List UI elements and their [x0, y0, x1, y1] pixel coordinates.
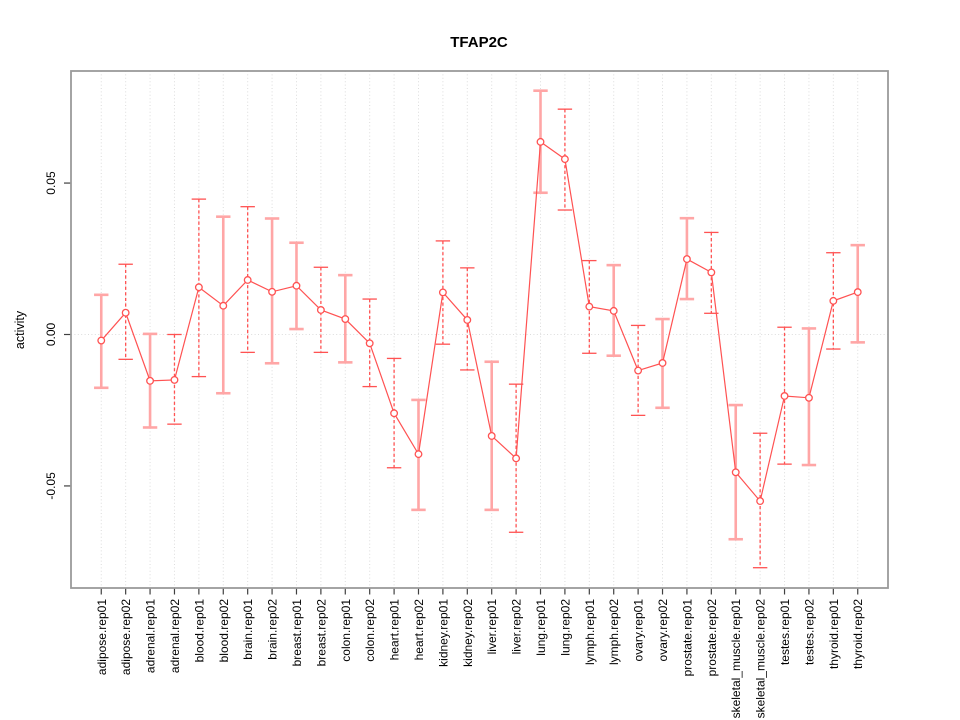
data-point: [853, 288, 862, 297]
x-tick-label: brain.rep01: [241, 599, 255, 660]
data-point: [341, 315, 350, 324]
y-axis-title: activity: [13, 310, 27, 349]
x-tick-label: thyroid.rep01: [827, 599, 841, 669]
x-tick-label: prostate.rep02: [705, 599, 719, 677]
x-tick-label: heart.rep01: [388, 599, 402, 661]
x-tick-label: kidney.rep02: [461, 599, 475, 667]
x-tick-label: blood.rep02: [217, 599, 231, 663]
data-point: [707, 268, 716, 277]
data-point: [682, 255, 691, 264]
x-tick-label: prostate.rep01: [680, 599, 694, 677]
data-point: [292, 281, 301, 290]
x-tick-label: lung.rep02: [558, 599, 572, 656]
chart-title: TFAP2C: [450, 34, 508, 51]
data-point: [731, 468, 740, 477]
series-line: [100, 140, 858, 503]
x-tick-label: ovary.rep02: [656, 599, 670, 662]
data-point: [97, 336, 106, 345]
data-point: [268, 287, 277, 296]
x-tick-label: lymph.rep02: [607, 599, 621, 665]
plot-border: [70, 70, 889, 589]
data-point: [756, 497, 765, 506]
chart-layer: -0.05 0.00 0.05 adipose.rep01 adipose.rep02 a…: [44, 71, 888, 718]
x-tick-label: breast.rep01: [290, 599, 304, 667]
data-point: [634, 366, 643, 375]
data-point: [219, 301, 228, 310]
x-tick-label: colon.rep02: [363, 599, 377, 662]
x-tick-label: testes.rep01: [778, 599, 792, 665]
x-tick-label: lymph.rep01: [583, 599, 597, 665]
data-point: [536, 137, 545, 146]
x-tick-label: colon.rep01: [339, 599, 353, 662]
x-tick-label: ovary.rep01: [632, 599, 646, 662]
data-point: [316, 306, 325, 314]
data-point: [829, 296, 838, 305]
x-tick-label: liver.rep01: [485, 599, 499, 655]
x-tick-label: blood.rep01: [192, 599, 206, 663]
data-point: [414, 450, 423, 459]
data-point: [609, 306, 618, 315]
data-point: [658, 359, 667, 367]
data-point: [487, 432, 496, 440]
data-point: [243, 276, 252, 284]
data-point: [512, 454, 521, 463]
x-tick-label: adrenal.rep02: [168, 599, 182, 673]
x-tick-label: adrenal.rep01: [144, 599, 158, 673]
x-tick-label: skeletal_muscle.rep02: [754, 599, 768, 719]
y-tick-label: 0.00: [44, 322, 58, 346]
data-point: [170, 375, 179, 384]
data-point: [585, 302, 594, 311]
data-point: [438, 288, 447, 297]
data-point: [390, 409, 399, 418]
data-point: [463, 316, 472, 324]
data-point: [121, 308, 130, 317]
x-tick-label: brain.rep02: [266, 599, 280, 660]
data-point: [560, 155, 569, 164]
data-point: [365, 339, 374, 348]
x-tick-label: testes.rep02: [802, 599, 816, 665]
x-tick-label: thyroid.rep02: [851, 599, 865, 669]
data-point: [194, 283, 203, 292]
y-tick-label: 0.05: [44, 171, 58, 195]
x-tick-label: adipose.rep01: [95, 599, 109, 675]
x-tick-label: adipose.rep02: [119, 599, 133, 675]
x-tick-label: skeletal_muscle.rep01: [729, 599, 743, 719]
data-point: [804, 393, 813, 402]
x-tick-label: lung.rep01: [534, 599, 548, 656]
x-tick-label: heart.rep02: [412, 599, 426, 661]
data-point: [146, 376, 155, 385]
y-tick-label: -0.05: [44, 472, 58, 500]
data-point: [780, 392, 789, 400]
x-tick-label: liver.rep02: [510, 599, 524, 655]
x-tick-label: kidney.rep01: [436, 599, 450, 667]
x-tick-label: breast.rep02: [314, 599, 328, 667]
